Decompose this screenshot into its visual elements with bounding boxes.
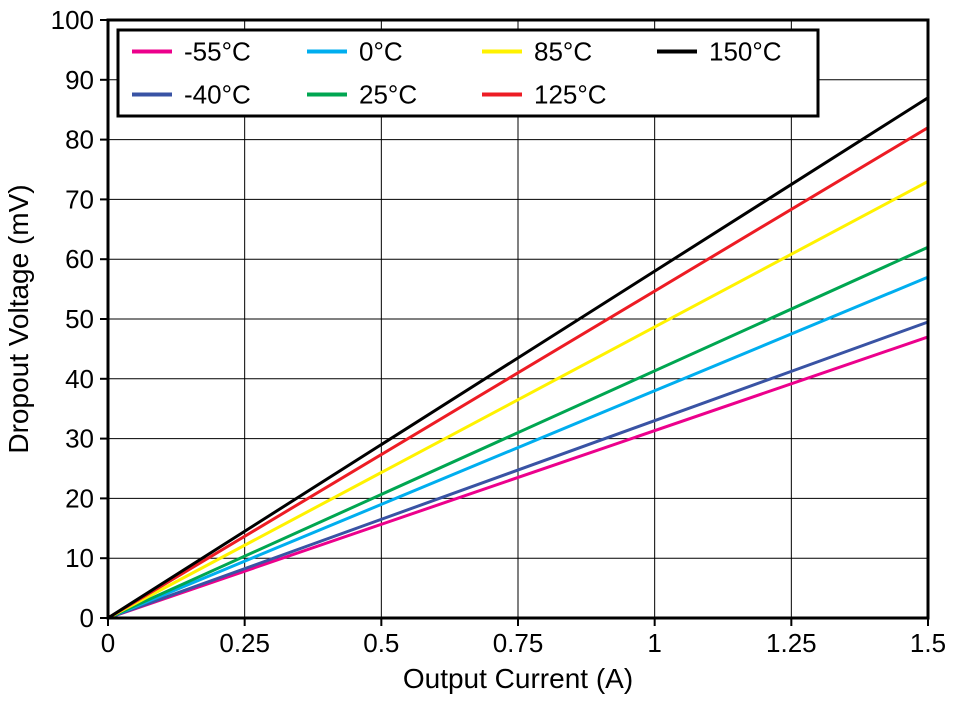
y-tick-label: 100: [51, 5, 94, 35]
y-tick-label: 60: [65, 244, 94, 274]
y-tick-label: 0: [80, 603, 94, 633]
y-tick-label: 50: [65, 304, 94, 334]
x-tick-label: 1.25: [766, 628, 817, 658]
dropout-voltage-chart: 0 0.25 0.5 0.75 1 1.25 1.5 0 10 20 30 40 50 60 70 80 90 1…: [0, 0, 960, 701]
y-tick-label: 10: [65, 543, 94, 573]
y-tick-label: 80: [65, 125, 94, 155]
legend-label: 25°C: [359, 80, 417, 110]
y-axis-label: Dropout Voltage (mV): [3, 184, 34, 453]
y-tick-label: 90: [65, 65, 94, 95]
x-axis-label: Output Current (A): [403, 663, 633, 694]
y-tick-label: 30: [65, 424, 94, 454]
legend-label: 0°C: [359, 37, 403, 67]
x-tick-label: 0.25: [219, 628, 270, 658]
y-tick-label: 70: [65, 184, 94, 214]
chart-svg: 0 0.25 0.5 0.75 1 1.25 1.5 0 10 20 30 40 50 60 70 80 90 1…: [0, 0, 960, 701]
legend-label: -40°C: [184, 80, 251, 110]
x-tick-label: 0.5: [363, 628, 399, 658]
x-tick-label: 0: [101, 628, 115, 658]
x-tick-label: 0.75: [493, 628, 544, 658]
y-tick-label: 40: [65, 364, 94, 394]
legend-label: 125°C: [534, 80, 607, 110]
legend-label: 150°C: [709, 37, 782, 67]
x-tick-label: 1: [647, 628, 661, 658]
x-tick-label: 1.5: [910, 628, 946, 658]
y-tick-label: 20: [65, 483, 94, 513]
legend-label: 85°C: [534, 37, 592, 67]
legend-label: -55°C: [184, 37, 251, 67]
